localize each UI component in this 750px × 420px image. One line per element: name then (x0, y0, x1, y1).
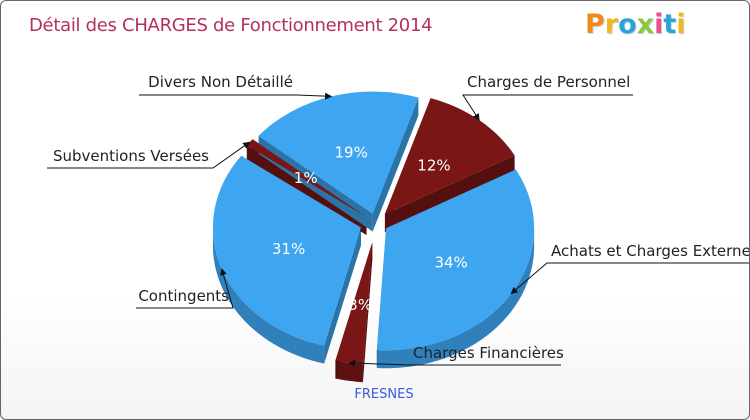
leader-line (139, 92, 333, 100)
slice-label: Achats et Charges Externes (551, 242, 750, 260)
percent-labels: 12% 34% 3% 31% 1% 19% (272, 144, 468, 314)
leader-line (462, 94, 633, 121)
leader-line (510, 262, 749, 295)
chart-title: Détail des CHARGES de Fonctionnement 201… (29, 15, 433, 36)
slice-label: Contingents (138, 287, 229, 305)
slice-label: Charges de Personnel (467, 73, 630, 91)
leader-line (136, 268, 234, 309)
percent-label: 3% (348, 296, 372, 314)
slice-label: Divers Non Détaillé (148, 73, 293, 91)
pie-slice-face (362, 242, 373, 383)
pie-slice-face (384, 155, 515, 233)
pie-slice-subventions-vers-es[interactable] (246, 139, 367, 217)
pie-slice-wall (335, 360, 363, 383)
logo-letter: o (618, 9, 637, 40)
pie-slice-wall (212, 227, 325, 364)
pie-slice-wall (376, 228, 535, 369)
percent-label: 1% (294, 169, 318, 187)
pie-slice-tops (212, 91, 535, 365)
logo-letter: i (676, 9, 686, 40)
leader-line (47, 141, 251, 169)
pie-slice-face (324, 227, 361, 364)
pie-slice-charges-de-personnel[interactable] (384, 98, 515, 215)
percent-label: 19% (335, 144, 368, 162)
logo-letter: x (636, 9, 655, 40)
percent-label: 12% (417, 156, 450, 174)
logo-letter: P (585, 9, 605, 40)
pie-slice-achats-et-charges-externes[interactable] (376, 169, 535, 351)
chart-subtitle: FRESNES (354, 387, 414, 402)
pie-slice-face (372, 97, 419, 232)
logo-letter: i (654, 9, 664, 40)
logo-letter: r (604, 9, 619, 40)
proxiti-logo[interactable]: Proxiti (585, 9, 686, 40)
pie-slice-charges-financi-res[interactable] (335, 242, 373, 365)
slice-callouts: Charges de Personnel Achats et Charges Ex… (47, 73, 750, 367)
leader-line (348, 359, 561, 367)
pie-slice-divers-non-d-taill-[interactable] (258, 91, 419, 214)
pie-slice-contingents[interactable] (212, 155, 361, 346)
slice-label: Charges Financières (413, 344, 564, 362)
slice-label: Subventions Versées (53, 147, 209, 165)
percent-label: 31% (272, 240, 305, 258)
logo-letter: t (663, 9, 677, 40)
percent-label: 34% (434, 253, 467, 271)
